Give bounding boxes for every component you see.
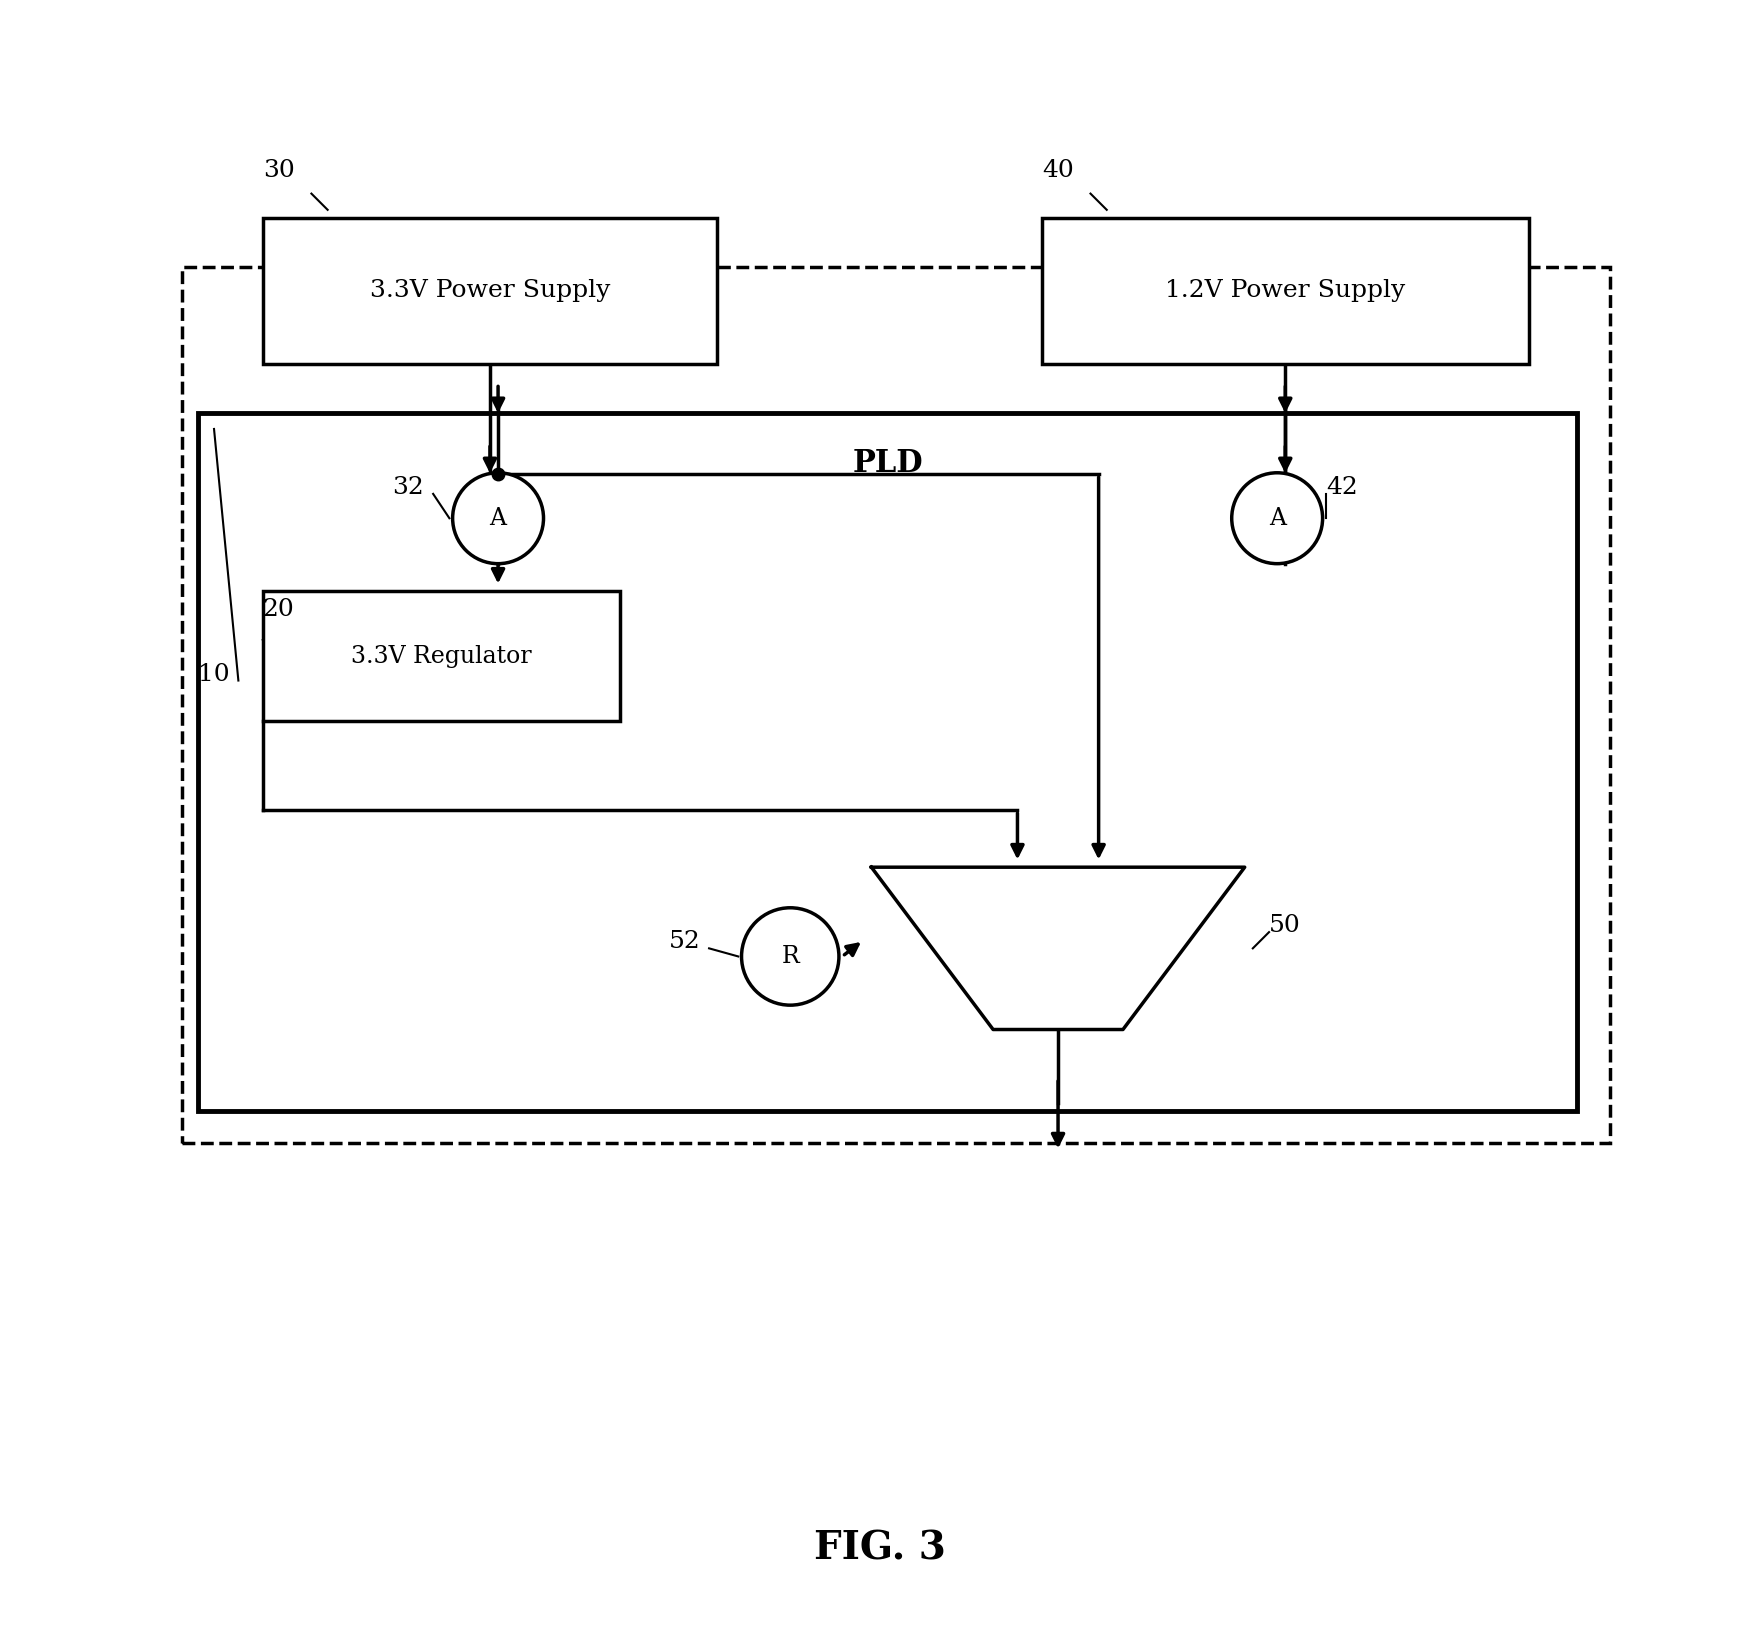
Text: PLD: PLD: [853, 449, 923, 480]
Text: 40: 40: [1041, 159, 1073, 182]
FancyBboxPatch shape: [1041, 218, 1529, 363]
Text: 50: 50: [1268, 913, 1302, 936]
Circle shape: [1231, 473, 1323, 563]
Text: A: A: [489, 507, 507, 530]
Text: 20: 20: [262, 598, 294, 620]
Text: 30: 30: [262, 159, 294, 182]
Text: 10: 10: [197, 663, 229, 686]
Text: 42: 42: [1326, 476, 1358, 499]
Text: 32: 32: [392, 476, 424, 499]
FancyBboxPatch shape: [262, 591, 619, 722]
Text: 52: 52: [668, 930, 700, 953]
FancyBboxPatch shape: [197, 413, 1578, 1110]
Text: A: A: [1268, 507, 1286, 530]
FancyBboxPatch shape: [262, 218, 718, 363]
Text: FIG. 3: FIG. 3: [814, 1531, 945, 1568]
Text: 3.3V Power Supply: 3.3V Power Supply: [369, 280, 610, 303]
Circle shape: [452, 473, 544, 563]
Circle shape: [742, 909, 839, 1005]
Text: 1.2V Power Supply: 1.2V Power Supply: [1164, 280, 1405, 303]
Polygon shape: [871, 868, 1245, 1030]
Text: R: R: [781, 945, 799, 967]
Text: 3.3V Regulator: 3.3V Regulator: [352, 645, 531, 668]
